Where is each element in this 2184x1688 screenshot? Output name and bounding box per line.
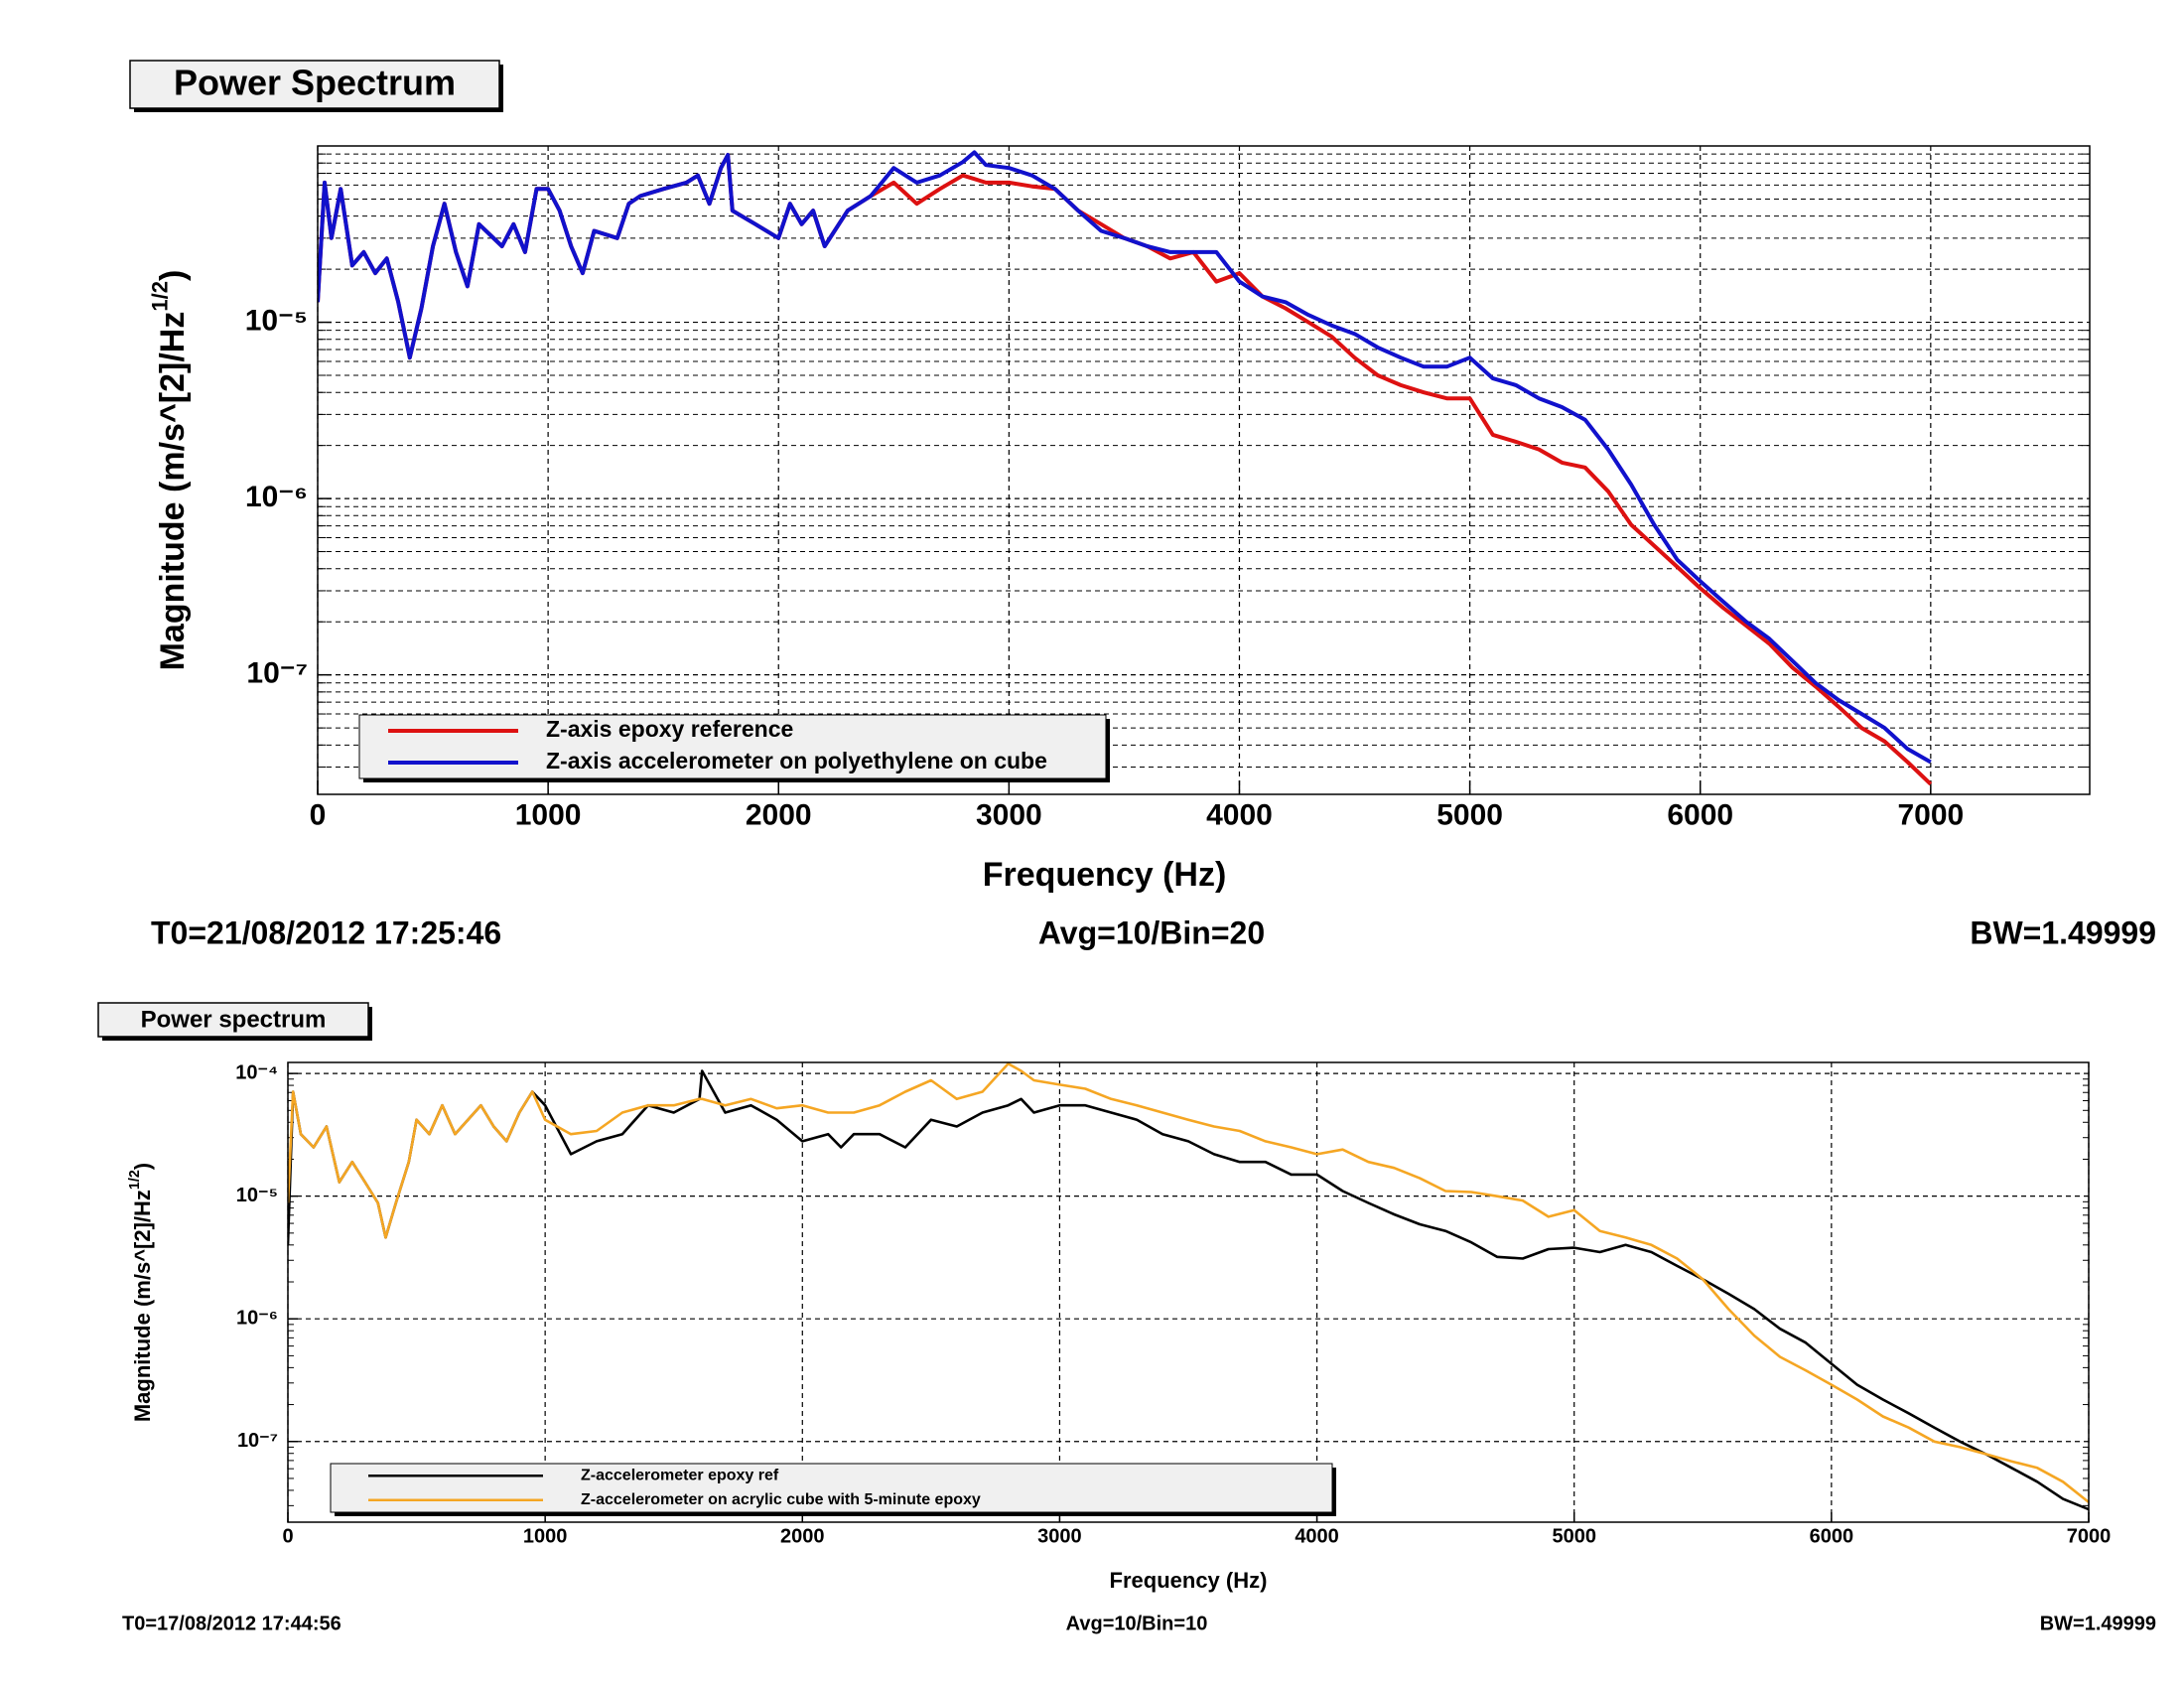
x-tick-label: 6000 bbox=[1810, 1525, 1854, 1547]
y-tick-label: 10⁻⁵ bbox=[236, 1185, 278, 1206]
y-axis-label-main: Magnitude (m/s^[2]/Hz bbox=[154, 312, 192, 671]
annotation: T0=21/08/2012 17:25:46 bbox=[151, 914, 501, 950]
x-tick-label: 7000 bbox=[1897, 798, 1964, 831]
annotation: BW=1.49999 bbox=[2040, 1613, 2156, 1634]
x-tick-label: 0 bbox=[282, 1525, 293, 1547]
y-axis-label: Magnitude (m/s^[2]/Hz1/2) bbox=[147, 270, 192, 671]
x-tick-label: 4000 bbox=[1206, 798, 1273, 831]
annotation: Avg=10/Bin=10 bbox=[1066, 1613, 1208, 1634]
chart: Power Spectrum 10⁻⁷ 10⁻⁶ 10⁻⁵ 0 1000 2000 3000 4… bbox=[129, 60, 2156, 950]
x-axis-label: Frequency (Hz) bbox=[1110, 1568, 1268, 1593]
x-tick-label: 2000 bbox=[746, 798, 812, 831]
series-line bbox=[318, 150, 1932, 765]
x-tick-label: 7000 bbox=[2067, 1525, 2112, 1547]
title-box bbox=[129, 60, 500, 109]
x-tick-label: 2000 bbox=[780, 1525, 825, 1547]
y-tick-label: 10⁻⁷ bbox=[246, 657, 308, 690]
x-tick-label: 5000 bbox=[1436, 798, 1503, 831]
y-tick-label: 10⁻⁶ bbox=[245, 481, 308, 513]
y-tick-label: 10⁻⁶ bbox=[236, 1307, 278, 1329]
plot-frame bbox=[317, 145, 2091, 795]
plot-area bbox=[318, 146, 2090, 794]
annotation: BW=1.49999 bbox=[1970, 914, 2156, 950]
annotation: Avg=10/Bin=20 bbox=[1038, 914, 1265, 950]
y-axis-label-sup: 1/2 bbox=[127, 1170, 143, 1190]
y-tick-label: 10⁻⁵ bbox=[245, 304, 308, 337]
plot-area bbox=[288, 1062, 2089, 1522]
legend-box bbox=[330, 1463, 1333, 1513]
plot-frame bbox=[287, 1061, 2090, 1523]
x-tick-label: 3000 bbox=[1037, 1525, 1082, 1547]
x-tick-label: 5000 bbox=[1552, 1525, 1596, 1547]
x-tick-label: 1000 bbox=[523, 1525, 568, 1547]
legend-label: Z-accelerometer epoxy ref bbox=[581, 1467, 779, 1483]
x-axis-label: Frequency (Hz) bbox=[983, 856, 1227, 894]
series-line bbox=[288, 1062, 2089, 1503]
legend-label: Z-axis accelerometer on polyethylene on … bbox=[546, 748, 1047, 774]
legend-box bbox=[358, 714, 1107, 779]
y-tick-label: 10⁻⁴ bbox=[235, 1061, 278, 1083]
y-axis-label-end: ) bbox=[130, 1163, 155, 1170]
y-axis-label: Magnitude (m/s^[2]/Hz1/2) bbox=[127, 1163, 155, 1422]
x-tick-label: 1000 bbox=[515, 798, 582, 831]
chart-title: Power spectrum bbox=[141, 1006, 327, 1033]
x-tick-label: 3000 bbox=[976, 798, 1042, 831]
legend-label: Z-axis epoxy reference bbox=[546, 716, 793, 742]
chart-title: Power Spectrum bbox=[174, 63, 456, 103]
chart: Power spectrum 10⁻⁷ 10⁻⁶ 10⁻⁵ 10⁻⁴ 0 1000 2000 3… bbox=[97, 1002, 2156, 1634]
x-tick-label: 6000 bbox=[1667, 798, 1733, 831]
x-tick-label: 4000 bbox=[1295, 1525, 1339, 1547]
y-axis-label-end: ) bbox=[154, 270, 192, 281]
y-axis-label-main: Magnitude (m/s^[2]/Hz bbox=[130, 1190, 155, 1422]
annotation: T0=17/08/2012 17:44:56 bbox=[122, 1613, 341, 1634]
y-tick-label: 10⁻⁷ bbox=[237, 1430, 278, 1452]
title-box bbox=[97, 1002, 369, 1038]
y-axis-label-sup: 1/2 bbox=[147, 281, 172, 312]
legend-label: Z-accelerometer on acrylic cube with 5-m… bbox=[581, 1491, 981, 1508]
x-tick-label: 0 bbox=[310, 798, 327, 831]
